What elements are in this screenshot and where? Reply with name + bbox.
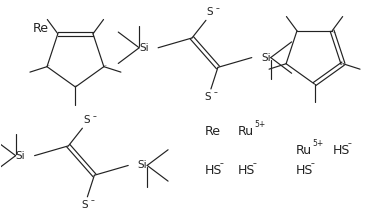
Text: Si: Si — [137, 160, 147, 170]
Text: –: – — [333, 30, 336, 35]
Text: –: – — [220, 159, 224, 168]
Text: Si: Si — [261, 53, 271, 63]
Text: S: S — [81, 200, 88, 210]
Text: HS: HS — [238, 164, 255, 177]
Text: Ru: Ru — [238, 125, 254, 138]
Text: –: – — [90, 196, 94, 205]
Text: –: – — [103, 63, 106, 68]
Text: 5+: 5+ — [313, 139, 324, 148]
Text: –: – — [214, 88, 218, 97]
Text: S: S — [207, 7, 213, 18]
Text: –: – — [347, 139, 351, 148]
Text: –: – — [75, 84, 78, 88]
Text: –: – — [216, 4, 220, 13]
Text: S: S — [83, 115, 90, 125]
Text: HS: HS — [296, 164, 313, 177]
Text: –: – — [310, 159, 314, 168]
Text: –: – — [253, 159, 256, 168]
Text: 5+: 5+ — [255, 120, 266, 129]
Text: –: – — [92, 112, 96, 121]
Text: Ru: Ru — [296, 144, 312, 157]
Text: HS: HS — [205, 164, 222, 177]
Text: Re: Re — [205, 125, 221, 138]
Text: Re: Re — [33, 22, 49, 35]
Text: –: – — [47, 63, 49, 68]
Text: HS: HS — [332, 144, 350, 157]
Text: Si: Si — [139, 43, 149, 53]
Text: S: S — [204, 92, 211, 102]
Text: Si: Si — [16, 151, 25, 161]
